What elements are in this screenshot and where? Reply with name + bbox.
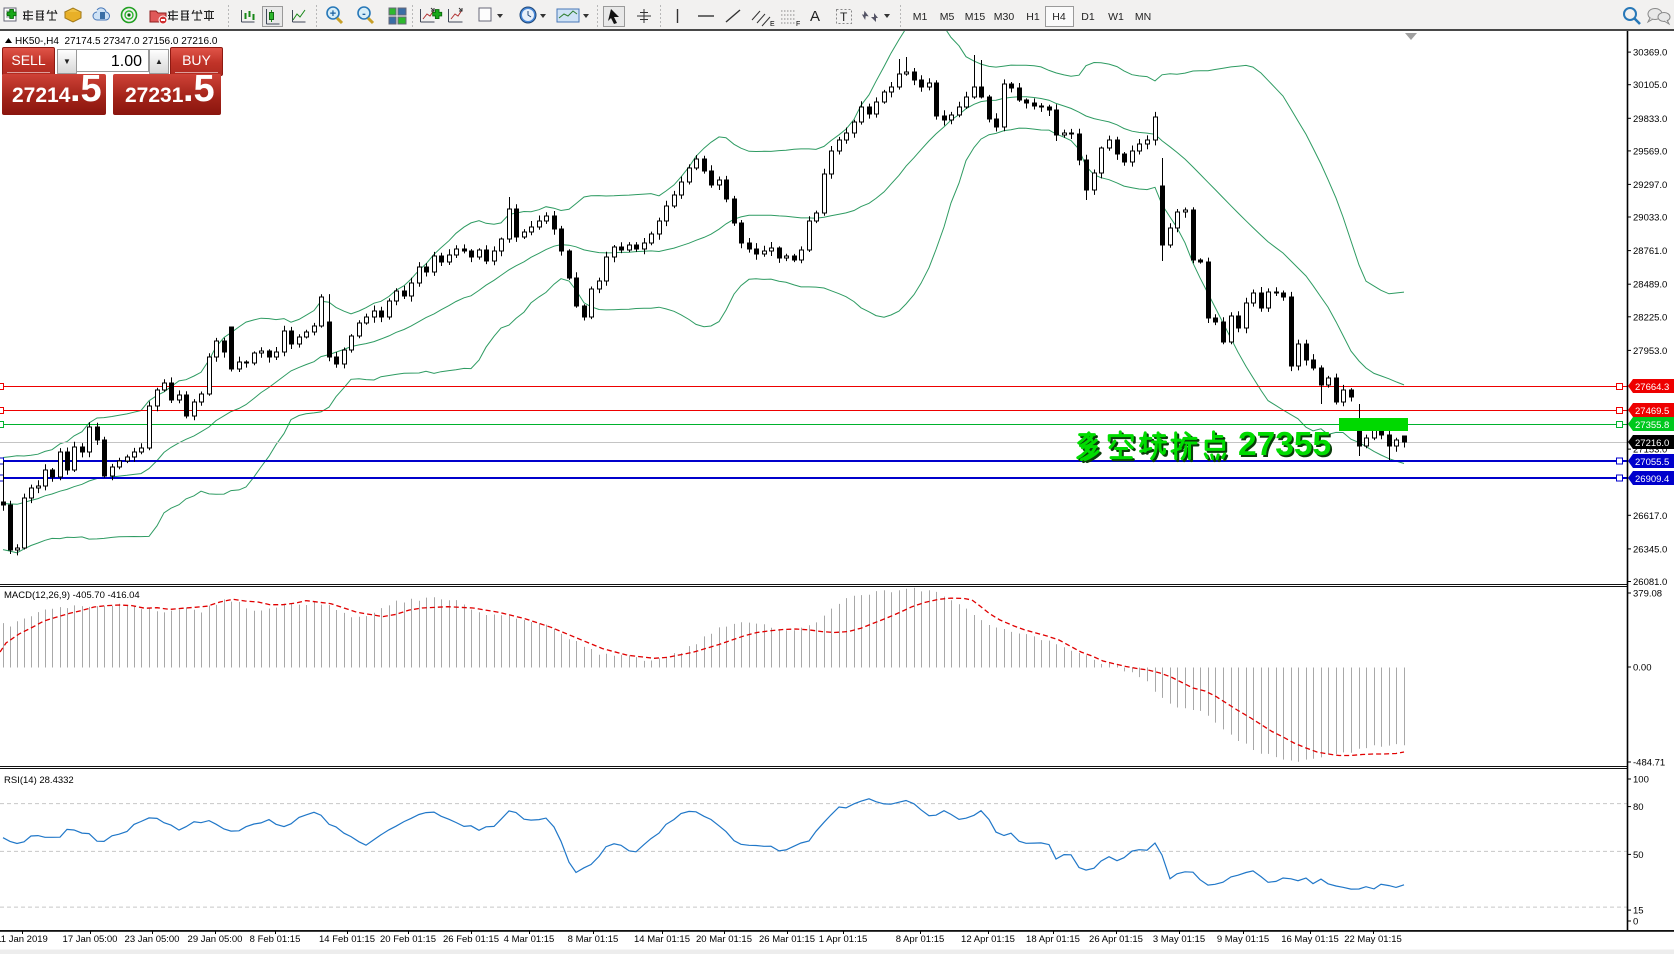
svg-text:1 Apr 01:15: 1 Apr 01:15: [819, 934, 868, 945]
svg-text:26081.0: 26081.0: [1633, 577, 1667, 588]
svg-text:-484.71: -484.71: [1633, 758, 1665, 769]
svg-text:0: 0: [1633, 917, 1638, 928]
svg-text:RSI(14) 28.4332: RSI(14) 28.4332: [4, 775, 74, 786]
svg-text:30105.0: 30105.0: [1633, 80, 1667, 91]
svg-text:11 Jan 2019: 11 Jan 2019: [0, 934, 48, 945]
svg-text:MACD(12,26,9) -405.70 -416.04: MACD(12,26,9) -405.70 -416.04: [4, 590, 140, 601]
svg-text:379.08: 379.08: [1633, 589, 1662, 600]
svg-text:27216.0: 27216.0: [1635, 438, 1669, 449]
svg-text:20 Feb 01:15: 20 Feb 01:15: [380, 934, 436, 945]
svg-text:28225.0: 28225.0: [1633, 312, 1667, 323]
svg-text:M30: M30: [994, 11, 1015, 23]
svg-text:M1: M1: [913, 11, 928, 23]
svg-text:29833.0: 29833.0: [1633, 114, 1667, 125]
svg-text:26 Feb 01:15: 26 Feb 01:15: [443, 934, 499, 945]
svg-text:15: 15: [1633, 906, 1644, 917]
svg-text:27055.5: 27055.5: [1635, 457, 1669, 468]
svg-text:27355.8: 27355.8: [1635, 420, 1669, 431]
svg-text:27153.0: 27153.0: [1633, 445, 1667, 456]
svg-text:26617.0: 26617.0: [1633, 511, 1667, 522]
svg-text:26909.4: 26909.4: [1635, 474, 1669, 485]
svg-text:0.00: 0.00: [1633, 663, 1652, 674]
svg-text:28761.0: 28761.0: [1633, 246, 1667, 257]
svg-text:26 Mar 01:15: 26 Mar 01:15: [759, 934, 815, 945]
svg-text:80: 80: [1633, 802, 1644, 813]
svg-text:100: 100: [1633, 775, 1649, 786]
svg-text:30369.0: 30369.0: [1633, 48, 1667, 59]
svg-text:28489.0: 28489.0: [1633, 280, 1667, 291]
svg-text:14 Mar 01:15: 14 Mar 01:15: [634, 934, 690, 945]
svg-text:27664.3: 27664.3: [1635, 382, 1669, 393]
svg-text:+: +: [330, 8, 336, 20]
svg-text:22 May 01:15: 22 May 01:15: [1344, 934, 1402, 945]
svg-text:E: E: [770, 21, 775, 28]
svg-text:20 Mar 01:15: 20 Mar 01:15: [696, 934, 752, 945]
svg-text:8 Mar 01:15: 8 Mar 01:15: [568, 934, 619, 945]
svg-text:8 Feb 01:15: 8 Feb 01:15: [250, 934, 301, 945]
svg-text:W1: W1: [1108, 11, 1124, 23]
svg-text:-: -: [362, 8, 366, 20]
svg-text:3 May 01:15: 3 May 01:15: [1153, 934, 1205, 945]
svg-text:M5: M5: [940, 11, 955, 23]
svg-text:T: T: [840, 10, 848, 24]
svg-text:27355: 27355: [1238, 426, 1331, 463]
svg-text:16 May 01:15: 16 May 01:15: [1281, 934, 1339, 945]
svg-text:27953.0: 27953.0: [1633, 346, 1667, 357]
svg-text:29 Jan 05:00: 29 Jan 05:00: [188, 934, 243, 945]
svg-text:D1: D1: [1081, 11, 1095, 23]
svg-text:27469.5: 27469.5: [1635, 406, 1669, 417]
svg-text:A: A: [810, 8, 820, 25]
svg-text:F: F: [796, 21, 800, 28]
svg-text:H1: H1: [1026, 11, 1040, 23]
svg-text:27355: 27355: [1240, 428, 1333, 465]
svg-text:HK50-,H4 27174.5 27347.0 2715: HK50-,H4 27174.5 27347.0 27156.0 27216.0: [15, 36, 218, 47]
svg-text:9 May 01:15: 9 May 01:15: [1217, 934, 1269, 945]
svg-text:8 Apr 01:15: 8 Apr 01:15: [896, 934, 945, 945]
svg-text:MN: MN: [1135, 11, 1151, 23]
svg-text:12 Apr 01:15: 12 Apr 01:15: [961, 934, 1015, 945]
svg-text:17 Jan 05:00: 17 Jan 05:00: [63, 934, 118, 945]
svg-text:50: 50: [1633, 850, 1644, 861]
svg-text:14 Feb 01:15: 14 Feb 01:15: [319, 934, 375, 945]
svg-text:29033.0: 29033.0: [1633, 213, 1667, 224]
svg-text:29569.0: 29569.0: [1633, 146, 1667, 157]
svg-text:4 Mar 01:15: 4 Mar 01:15: [504, 934, 555, 945]
svg-text:26 Apr 01:15: 26 Apr 01:15: [1089, 934, 1143, 945]
svg-text:29297.0: 29297.0: [1633, 180, 1667, 191]
svg-text:23 Jan 05:00: 23 Jan 05:00: [125, 934, 180, 945]
svg-text:M15: M15: [965, 11, 986, 23]
svg-text:H4: H4: [1052, 11, 1066, 23]
svg-text:26345.0: 26345.0: [1633, 544, 1667, 555]
svg-text:18 Apr 01:15: 18 Apr 01:15: [1026, 934, 1080, 945]
